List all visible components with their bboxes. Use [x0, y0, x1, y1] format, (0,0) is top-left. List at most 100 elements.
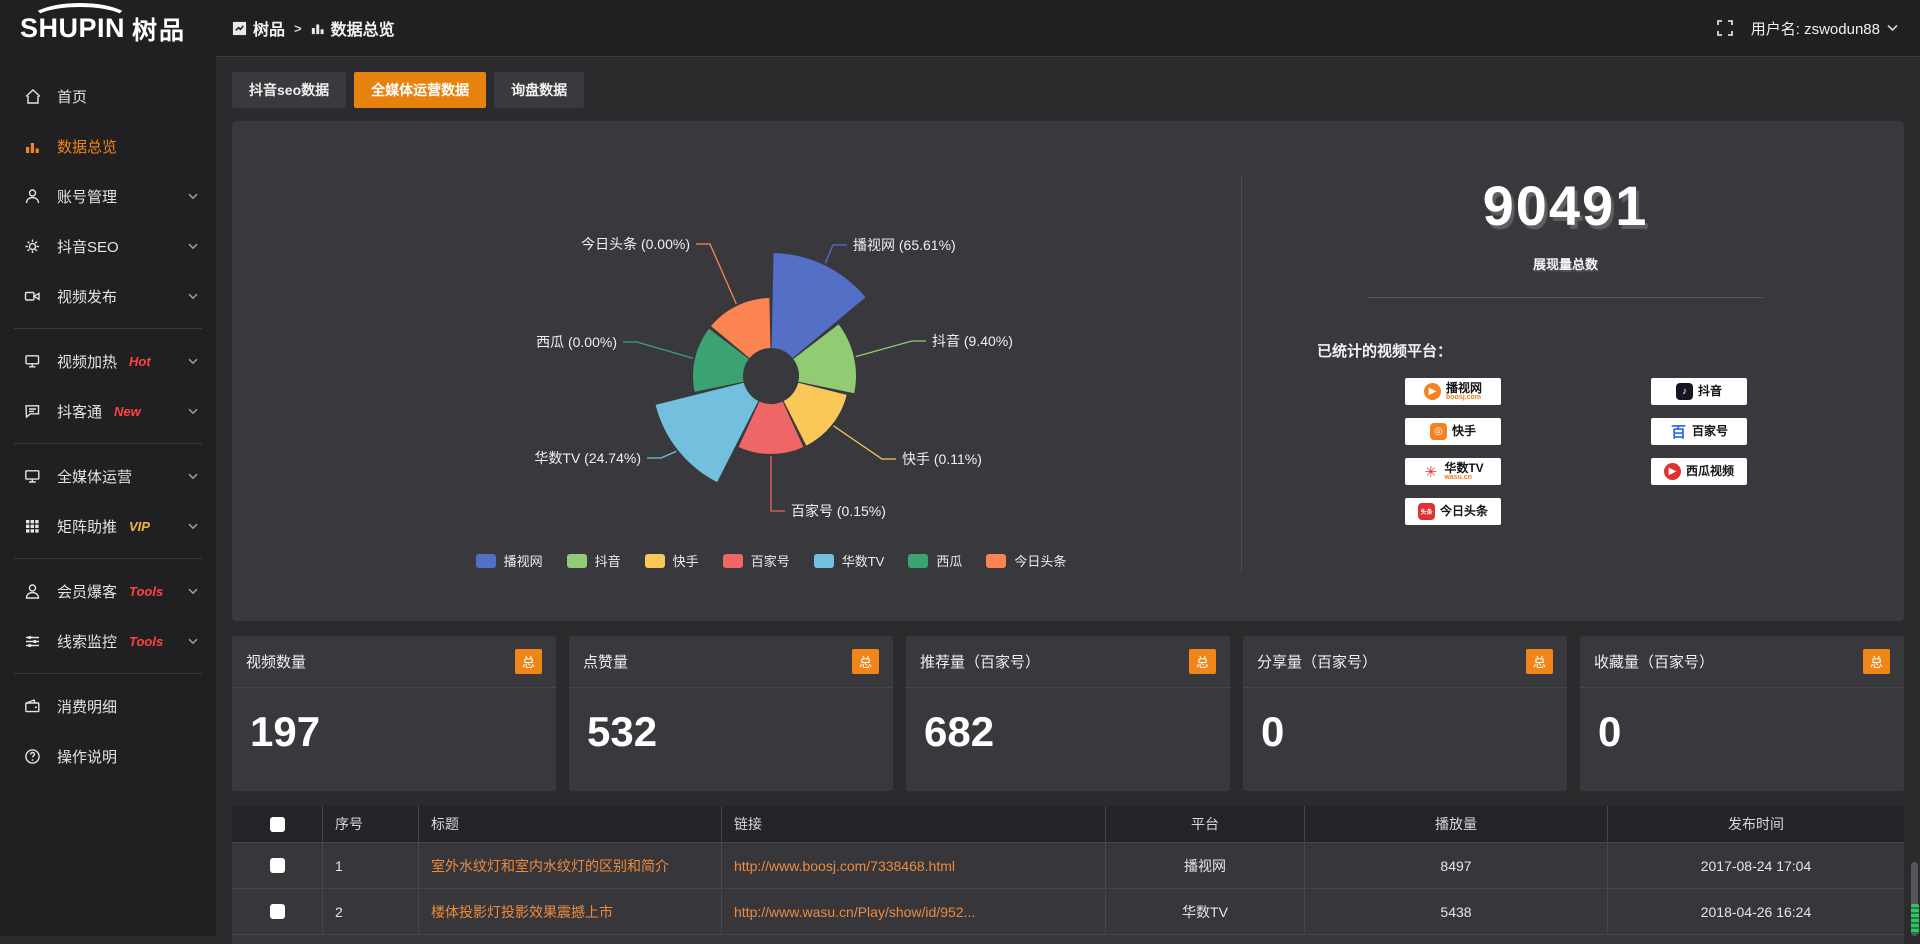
sidebar-item-首页[interactable]: 首页 [0, 71, 216, 121]
legend-item-快手[interactable]: 快手 [645, 551, 699, 570]
stat-card-header: 点赞量总 [569, 636, 893, 688]
video-title-link[interactable]: 楼体投影灯投影效果震撼上市 [431, 902, 613, 922]
tab-全媒体运营数据[interactable]: 全媒体运营数据 [354, 72, 486, 108]
breadcrumb-current[interactable]: 数据总览 [311, 16, 395, 40]
pie-slice-华数TV[interactable] [656, 383, 759, 482]
tab-询盘数据[interactable]: 询盘数据 [494, 72, 584, 108]
legend-label: 今日头条 [1014, 551, 1066, 570]
video-url-link[interactable]: http://www.boosj.com/7338468.html [734, 858, 955, 874]
sidebar-item-label: 抖客通 [57, 401, 102, 422]
chevron-down-icon [188, 473, 198, 480]
platform-badge-sub: boosj.com [1446, 394, 1482, 401]
main-content: 抖音seo数据全媒体运营数据询盘数据 播视网 (65.61%)抖音 (9.40%… [216, 57, 1920, 944]
user-menu[interactable]: 用户名: zswodun88 [1751, 18, 1898, 39]
legend-item-华数TV[interactable]: 华数TV [814, 551, 885, 570]
legend-chip [567, 554, 587, 568]
label-line-快手 [834, 426, 897, 459]
sidebar-item-数据总览[interactable]: 数据总览 [0, 121, 216, 171]
legend-chip [645, 554, 665, 568]
stat-card-value: 0 [1243, 688, 1567, 756]
boosj-logo-icon: ▶ [1424, 383, 1441, 400]
pie-label-华数TV: 华数TV (24.74%) [534, 450, 641, 466]
row-checkbox[interactable] [270, 904, 285, 919]
select-all-checkbox[interactable] [270, 817, 285, 832]
sidebar-item-label: 操作说明 [57, 746, 117, 767]
sidebar-item-消费明细[interactable]: 消费明细 [0, 681, 216, 731]
home-icon [24, 87, 42, 105]
tab-抖音seo数据[interactable]: 抖音seo数据 [232, 72, 346, 108]
legend-item-今日头条[interactable]: 今日头条 [986, 551, 1066, 570]
stat-card-header: 收藏量（百家号）总 [1580, 636, 1904, 688]
legend-item-抖音[interactable]: 抖音 [567, 551, 621, 570]
sidebar-item-label: 数据总览 [57, 136, 117, 157]
pie-label-播视网: 播视网 (65.61%) [853, 237, 956, 253]
overview-panel: 播视网 (65.61%)抖音 (9.40%)快手 (0.11%)百家号 (0.1… [232, 121, 1904, 621]
person-icon [24, 582, 42, 600]
row-checkbox-cell [232, 889, 323, 934]
sidebar-item-全媒体运营[interactable]: 全媒体运营 [0, 451, 216, 501]
sidebar-item-操作说明[interactable]: 操作说明 [0, 731, 216, 781]
stat-card-label: 视频数量 [246, 651, 306, 672]
monitor-icon [24, 467, 42, 485]
app-square-icon [232, 21, 247, 36]
table-header-播放量: 播放量 [1305, 806, 1608, 842]
platform-badge-今日头条: 头条今日头条 [1405, 498, 1501, 525]
chevron-down-icon [188, 408, 198, 415]
row-checkbox[interactable] [270, 858, 285, 873]
wasu-logo-icon: ✳ [1422, 463, 1439, 480]
platform-badge-name: 抖音 [1698, 385, 1722, 398]
sidebar-item-label: 矩阵助推 [57, 516, 117, 537]
cell-published: 2017-08-24 17:04 [1608, 843, 1904, 888]
sidebar-item-label: 消费明细 [57, 696, 117, 717]
sidebar-divider [14, 558, 202, 559]
platform-badge-name: 华数TV [1444, 462, 1483, 475]
platform-badge-抖音: ♪抖音 [1651, 378, 1747, 405]
legend-item-百家号[interactable]: 百家号 [723, 551, 790, 570]
video-title-link[interactable]: 室外水纹灯和室内水纹灯的区别和简介 [431, 856, 669, 876]
platform-badge-text: 今日头条 [1440, 505, 1488, 518]
platform-badge-text: 快手 [1452, 425, 1476, 438]
cell-platform: 播视网 [1106, 843, 1305, 888]
app-logo[interactable]: SHUPIN 树品 [0, 0, 216, 57]
video-url-link[interactable]: http://www.wasu.cn/Play/show/id/952... [734, 904, 975, 920]
label-line-今日头条 [696, 244, 736, 304]
chevron-down-icon [188, 193, 198, 200]
table-header-链接: 链接 [722, 806, 1106, 842]
legend-item-西瓜[interactable]: 西瓜 [908, 551, 962, 570]
chevron-down-icon [188, 588, 198, 595]
sidebar-item-tag: Tools [129, 634, 163, 649]
sidebar-item-账号管理[interactable]: 账号管理 [0, 171, 216, 221]
platform-badge-快手: ◎快手 [1405, 418, 1501, 445]
fullscreen-icon[interactable] [1717, 20, 1733, 36]
breadcrumb-separator: > [294, 21, 302, 36]
stat-card-value: 197 [232, 688, 556, 756]
legend-item-播视网[interactable]: 播视网 [476, 551, 543, 570]
label-line-播视网 [825, 245, 847, 263]
sidebar-item-视频发布[interactable]: 视频发布 [0, 271, 216, 321]
sidebar-divider [14, 328, 202, 329]
row-checkbox-cell [232, 843, 323, 888]
chevron-down-icon [188, 523, 198, 530]
legend-chip [476, 554, 496, 568]
total-impressions-value: 90491 [1356, 173, 1776, 238]
data-tabs: 抖音seo数据全媒体运营数据询盘数据 [232, 72, 1904, 108]
breadcrumb-root[interactable]: 树品 [232, 16, 285, 40]
pie-label-快手: 快手 (0.11%) [902, 451, 982, 467]
sidebar-item-抖音SEO[interactable]: 抖音SEO [0, 221, 216, 271]
platform-badge-text: 抖音 [1698, 385, 1722, 398]
